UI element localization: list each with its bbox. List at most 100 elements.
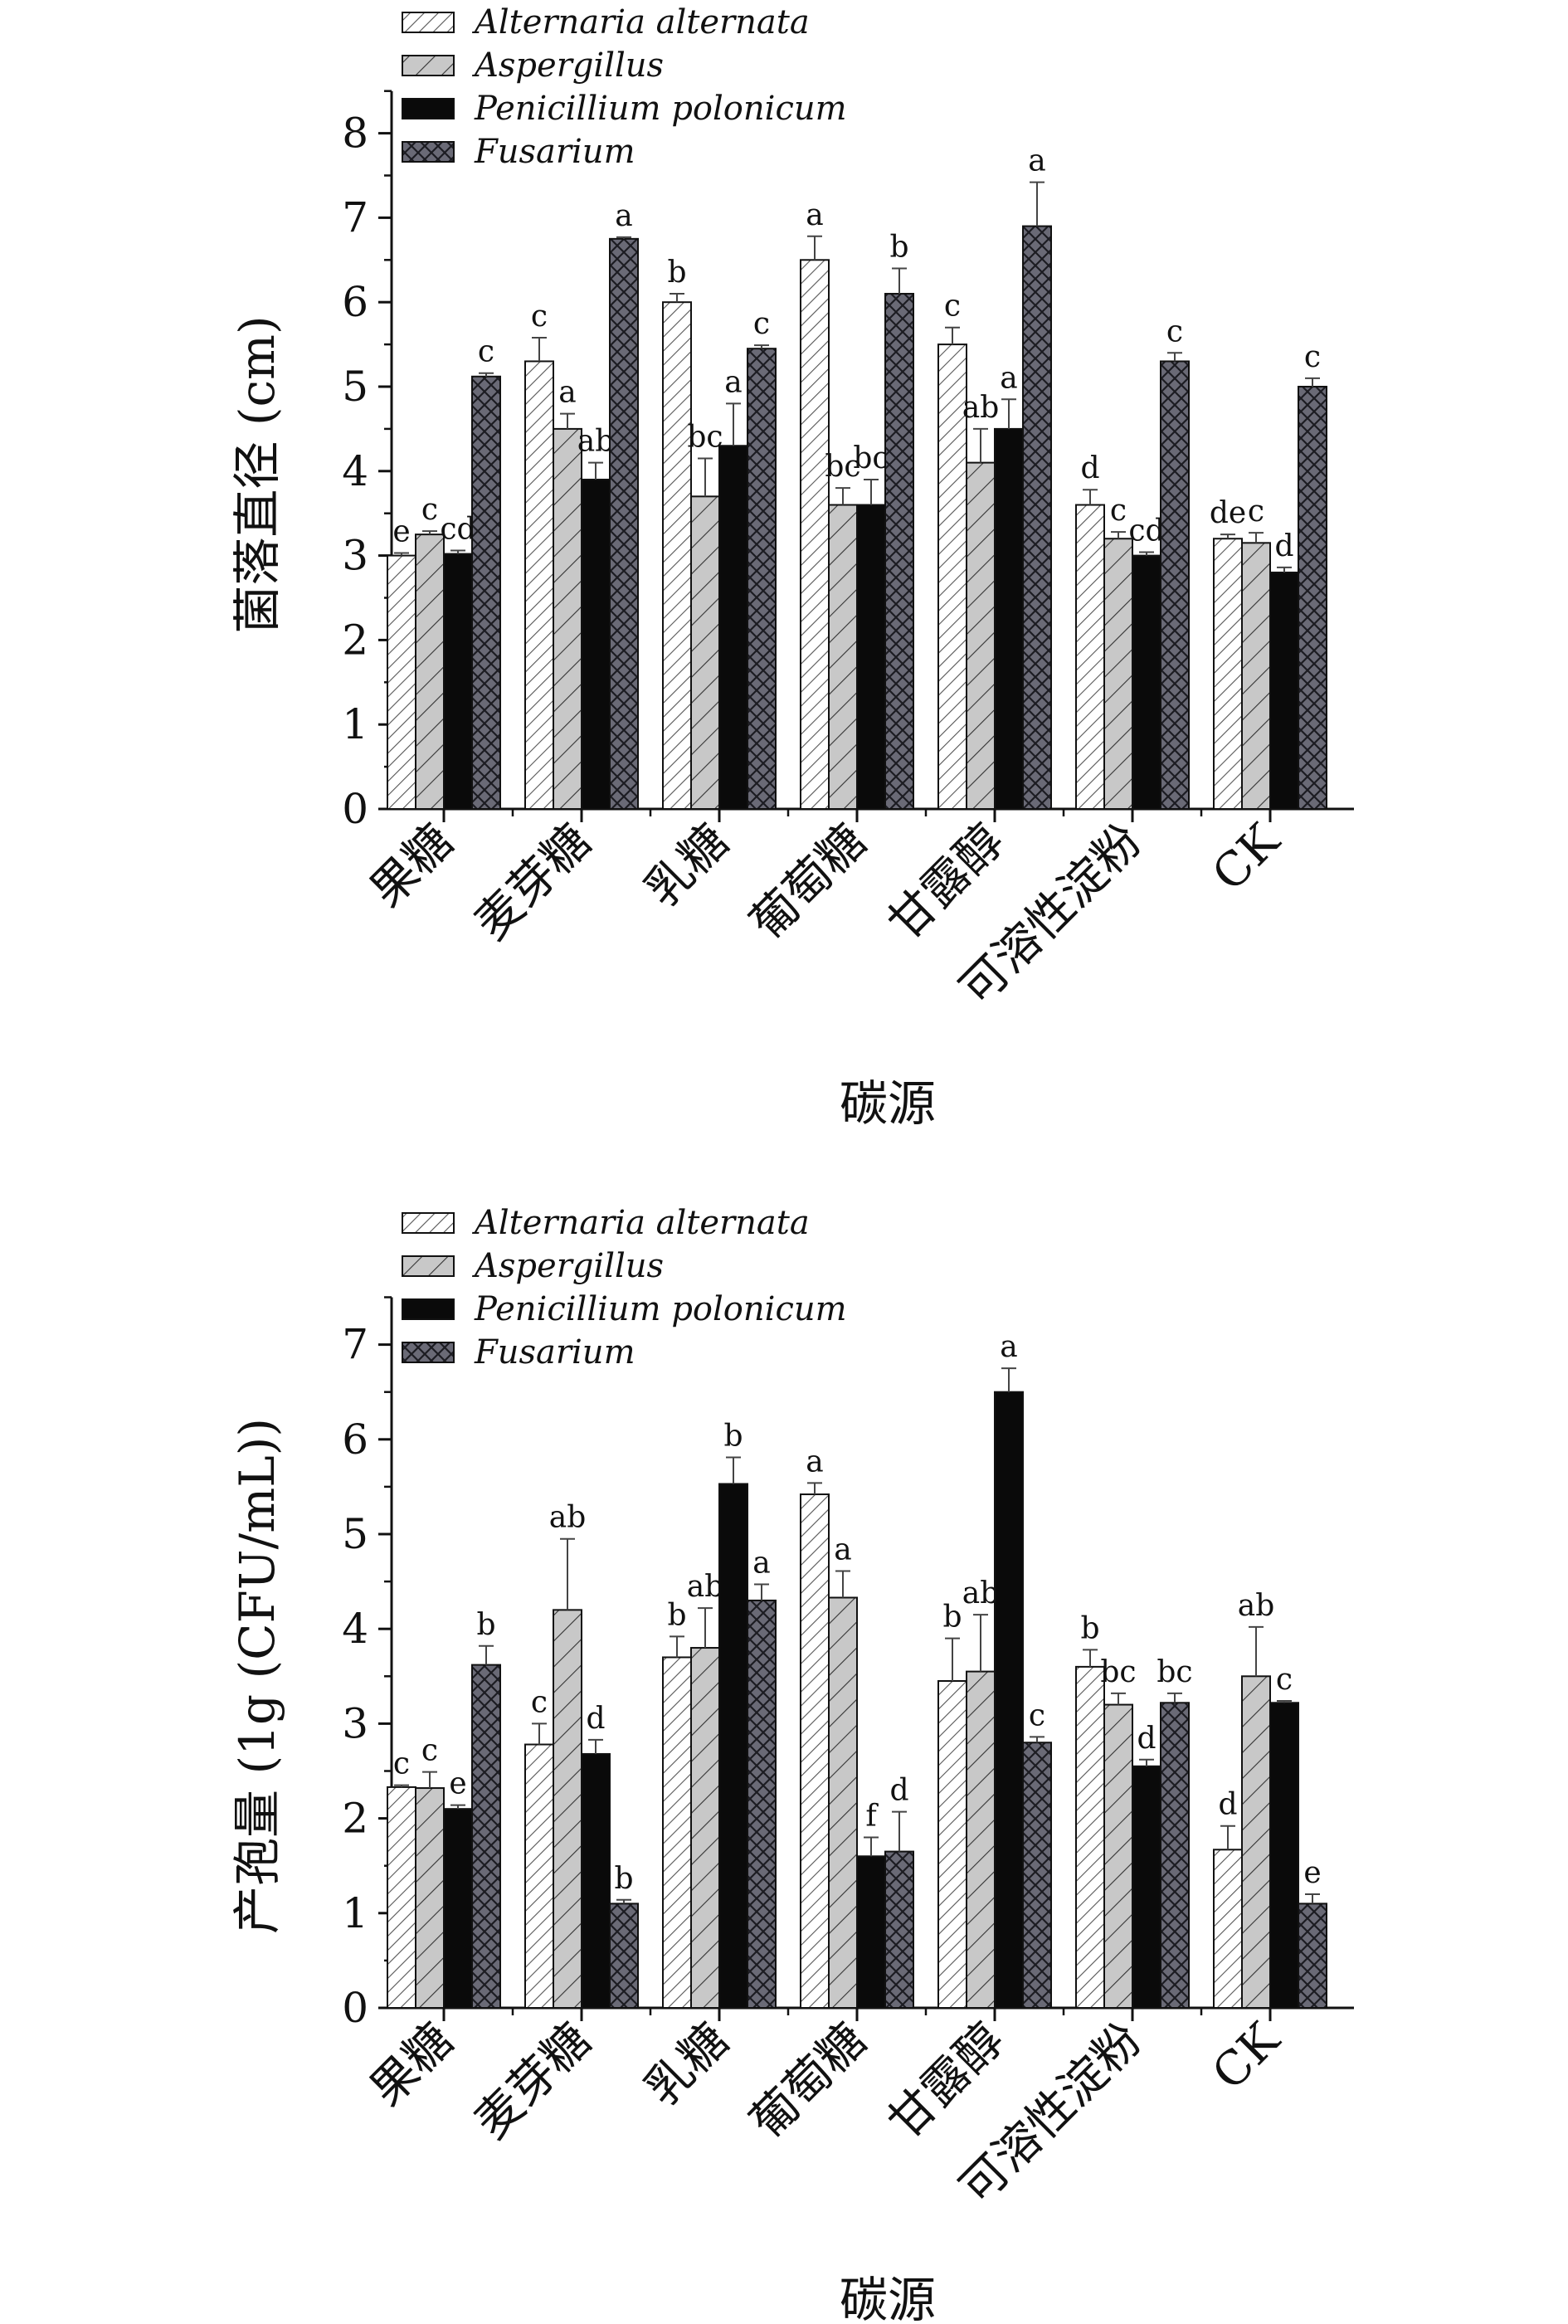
bar-alternaria — [800, 259, 830, 810]
significance-label: a — [724, 365, 742, 399]
bar-penicillium — [443, 1808, 473, 2009]
bar-fusarium — [747, 348, 777, 810]
significance-label: de — [1210, 496, 1246, 530]
y-tick-label: 5 — [342, 1510, 368, 1558]
bar-penicillium — [718, 445, 748, 810]
significance-label: c — [1029, 1698, 1045, 1732]
bar-aspergillus — [1241, 1675, 1271, 2010]
bar-fusarium — [1298, 386, 1327, 810]
bar-fusarium — [1022, 225, 1052, 810]
significance-label: b — [942, 1600, 962, 1635]
y-tick-label: 2 — [342, 616, 368, 664]
significance-label: c — [531, 1685, 548, 1719]
significance-label: d — [1080, 451, 1099, 485]
bar-fusarium — [884, 293, 914, 810]
significance-label: d — [889, 1774, 908, 1808]
bar-penicillium — [856, 504, 886, 811]
significance-label: a — [1028, 144, 1045, 178]
bar-alternaria — [524, 1743, 554, 2009]
bar-penicillium — [1269, 1702, 1299, 2009]
bar-aspergillus — [553, 1609, 582, 2009]
y-tick-label: 1 — [342, 1889, 368, 1937]
legend-swatch-penicillium — [402, 1298, 455, 1320]
bar-fusarium — [1160, 360, 1190, 810]
category-label: 麦芽糖 — [465, 814, 601, 951]
significance-label: b — [476, 1608, 495, 1642]
legend-label: Alternaria alternata — [471, 3, 810, 41]
bar-fusarium — [609, 237, 639, 811]
significance-label: c — [1166, 314, 1183, 348]
significance-label: bc — [853, 441, 889, 475]
significance-label: c — [1276, 1663, 1293, 1697]
category-label: 葡萄糖 — [740, 814, 877, 951]
category-label: 果糖 — [360, 814, 464, 918]
x-axis-title-1: 碳源 — [840, 1075, 936, 1132]
bar-penicillium — [1132, 1765, 1161, 2010]
significance-label: bc — [1157, 1655, 1192, 1689]
legend-label: Fusarium — [474, 133, 635, 171]
y-axis-title-1: 菌落直径 (cm) — [229, 315, 285, 633]
bar-aspergillus — [966, 1670, 996, 2009]
bar-aspergillus — [690, 1647, 720, 2010]
bar-alternaria — [524, 360, 554, 810]
legend-item: Penicillium polonicum — [402, 90, 847, 128]
legend-item: Aspergillus — [402, 1247, 664, 1285]
legend-item: Alternaria alternata — [402, 1204, 810, 1242]
significance-label: c — [393, 1747, 410, 1781]
y-tick-label: 0 — [342, 785, 368, 833]
bar-penicillium — [994, 1391, 1024, 2009]
y-tick-label: 7 — [342, 1321, 368, 1369]
y-tick-label: 6 — [342, 278, 368, 326]
bar-penicillium — [718, 1483, 748, 2009]
bar-aspergillus — [690, 495, 720, 811]
legend-swatch-aspergillus — [402, 1255, 455, 1277]
bar-alternaria — [800, 1493, 830, 2009]
significance-label: a — [558, 376, 576, 410]
significance-label: ab — [549, 1501, 587, 1535]
significance-label: e — [449, 1767, 466, 1801]
x-axis-title-2: 碳源 — [840, 2272, 936, 2324]
significance-label: b — [889, 230, 908, 264]
bar-penicillium — [581, 478, 611, 810]
significance-label: a — [615, 199, 632, 233]
bar-penicillium — [994, 427, 1024, 811]
category-label: 果糖 — [360, 2013, 464, 2117]
legend-label: Alternaria alternata — [471, 1204, 810, 1242]
legend-label: Fusarium — [474, 1333, 635, 1372]
legend-label: Penicillium polonicum — [474, 90, 847, 128]
significance-label: e — [1303, 1856, 1321, 1890]
y-tick-label: 2 — [342, 1795, 368, 1843]
bar-aspergillus — [828, 1596, 858, 2010]
bar-alternaria — [1213, 1849, 1243, 2009]
significance-label: c — [1304, 340, 1321, 374]
category-label: 葡萄糖 — [740, 2013, 877, 2150]
bar-alternaria — [662, 301, 692, 810]
significance-label: f — [865, 1799, 879, 1833]
significance-label: d — [1137, 1722, 1156, 1756]
category-label: 甘露醇 — [878, 814, 1015, 951]
category-label: 甘露醇 — [878, 2013, 1015, 2150]
significance-label: bc — [1100, 1655, 1136, 1689]
significance-label: c — [421, 1734, 438, 1768]
bar-penicillium — [1132, 554, 1161, 810]
y-tick-label: 4 — [342, 447, 368, 495]
legend-item: Alternaria alternata — [402, 3, 810, 41]
y-tick-label: 3 — [342, 1699, 368, 1747]
bar-fusarium — [884, 1850, 914, 2010]
significance-label: a — [752, 1547, 770, 1581]
bar-aspergillus — [1103, 1703, 1133, 2010]
y-tick-label: 7 — [342, 193, 368, 241]
legend-label: Aspergillus — [471, 1247, 664, 1285]
significance-label: bc — [825, 450, 860, 484]
significance-label: c — [944, 290, 961, 324]
legend-swatch-aspergillus — [402, 55, 455, 76]
y-tick-label: 5 — [342, 363, 368, 411]
legend-label: Aspergillus — [471, 46, 664, 85]
y-tick-label: 8 — [342, 110, 368, 158]
y-tick-label: 3 — [342, 532, 368, 580]
bar-penicillium — [443, 553, 473, 811]
bar-fusarium — [1298, 1903, 1327, 2009]
bar-penicillium — [581, 1752, 611, 2010]
significance-label: cd — [440, 512, 475, 546]
